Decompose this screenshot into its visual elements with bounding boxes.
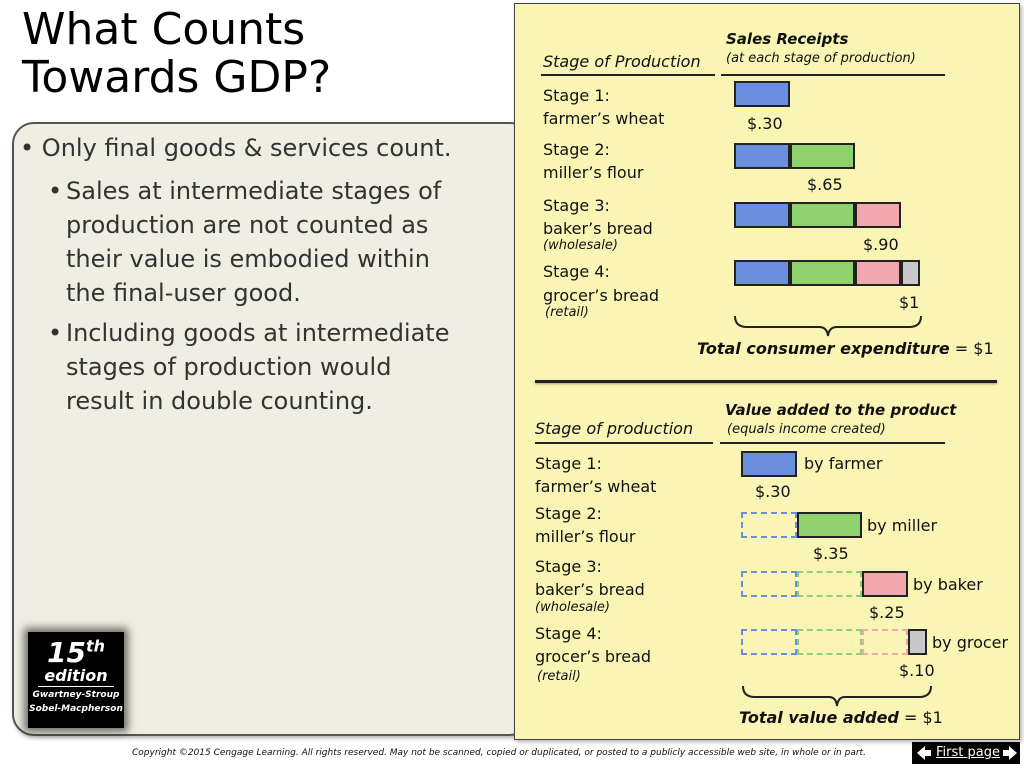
top-stage-1-line2: farmer’s wheat [543,109,665,128]
bullet-sub-1-line: the final-user good. [66,279,301,307]
title-line-1: What Counts [22,4,306,55]
top-bar-segment [790,260,855,286]
top-receipts-header: Sales Receipts [726,30,849,48]
top-stage-2-line2: miller’s flour [543,163,644,182]
top-value-2: $.65 [807,175,843,194]
top-stage-4-note: (retail) [545,305,589,320]
arrow-left-icon [917,746,931,760]
bottom-bar-added-segment [741,451,797,477]
first-page-label: First page [936,745,1000,760]
bottom-stage-3-line1: Stage 3: [535,557,602,576]
top-bar-segment [734,143,790,169]
page-title: What Counts Towards GDP? [22,6,502,102]
top-bar-segment [734,81,790,107]
bullet-main: • Only final goods & services count. [20,134,452,162]
bullet-sub-2-line: stages of production would [66,353,392,381]
top-stage-2-line1: Stage 2: [543,140,610,159]
bottom-stage-3-line2: baker’s bread [535,580,645,599]
top-bar-segment [855,260,901,286]
badge-divider [38,686,114,687]
bottom-stage-4-line1: Stage 4: [535,624,602,643]
bottom-stage-2-line1: Stage 2: [535,504,602,523]
edition-word: edition [44,666,108,685]
top-total-label: Total consumer expenditure [697,339,950,358]
badge-author-2: Sobel-Macpherson [29,704,123,714]
bullet-sub-1-line: their value is embodied within [66,245,430,273]
bottom-bar-prior-segment [862,629,908,655]
bullet-sub-2-line: Including goods at intermediate [66,319,450,347]
top-stage-4-line2: grocer’s bread [543,286,660,305]
chart-panel: Stage of Production Sales Receipts (at e… [514,3,1020,740]
copyright-notice: Copyright ©2015 Cengage Learning. All ri… [132,748,866,758]
edition-suffix: th [85,636,105,656]
top-receipts-sub: (at each stage of production) [726,51,916,66]
bottom-value-header: Value added to the product [725,401,957,419]
top-bar-segment [790,143,855,169]
bottom-bar-added-segment [908,629,927,655]
bottom-stage-4-line2: grocer’s bread [535,647,652,666]
bottom-value-sub: (equals income created) [727,422,886,437]
bottom-value-4: $.10 [899,661,935,680]
section-divider [535,380,997,383]
top-stage-3-note: (wholesale) [543,238,618,253]
top-value-1: $.30 [747,114,783,133]
bottom-by-1: by farmer [804,454,883,473]
arrow-right-icon [1003,746,1017,760]
bottom-value-1: $.30 [755,482,791,501]
top-bar-segment [855,202,901,228]
bullet-sub-2-line: result in double counting. [66,387,373,415]
bottom-bar-prior-segment [797,571,862,597]
bottom-stage-header: Stage of production [535,419,694,438]
bottom-total-label: Total value added [739,708,899,727]
top-stage-1-line1: Stage 1: [543,86,610,105]
title-line-2: Towards GDP? [22,52,332,103]
bottom-by-3: by baker [913,575,983,594]
top-stage-3-line2: baker’s bread [543,219,653,238]
top-stage-4-line1: Stage 4: [543,262,610,281]
bullet-main-text: Only final goods & services count. [41,134,452,162]
bottom-stage-3-note: (wholesale) [535,600,610,615]
top-stage-header: Stage of Production [543,52,701,71]
bottom-stage-1-line1: Stage 1: [535,454,602,473]
bullet-sub-1: • Sales at intermediate stages of produc… [48,174,516,310]
bullet-sub-1-line: Sales at intermediate stages of [66,177,442,205]
top-bar-segment [734,260,790,286]
top-bar-segment [901,260,920,286]
bottom-by-2: by miller [867,516,938,535]
bottom-total: Total value added = $1 [739,708,943,727]
bottom-bar-prior-segment [741,512,797,538]
bottom-total-brace [742,685,932,707]
bottom-stage-1-line2: farmer’s wheat [535,477,657,496]
bottom-bar-prior-segment [741,629,797,655]
first-page-button[interactable]: First page [912,742,1020,764]
bullet-sub-2: • Including goods at intermediate stages… [48,316,516,418]
top-total: Total consumer expenditure = $1 [697,339,994,358]
edition-badge: 15th edition Gwartney-Stroup Sobel-Macph… [28,632,124,728]
top-receipts-underline [721,74,945,76]
bottom-value-3: $.25 [869,603,905,622]
top-total-value: = $1 [954,339,994,358]
bottom-stage-2-line2: miller’s flour [535,527,636,546]
badge-author-1: Gwartney-Stroup [32,690,120,700]
bottom-bar-prior-segment [797,629,862,655]
bottom-stage-underline [535,442,713,444]
top-value-4: $1 [899,293,920,312]
top-stage-3-line1: Stage 3: [543,196,610,215]
bottom-bar-added-segment [862,571,908,597]
bottom-bar-added-segment [797,512,862,538]
top-bar-segment [734,202,790,228]
bottom-value-2: $.35 [813,544,849,563]
top-stage-underline [541,74,715,76]
top-value-3: $.90 [863,235,899,254]
bullet-sub-1-line: production are not counted as [66,211,429,239]
top-bar-segment [790,202,855,228]
edition-number-text: 15 [46,636,86,669]
bottom-stage-4-note: (retail) [537,669,581,684]
bottom-total-value: = $1 [903,708,943,727]
bottom-value-underline [720,442,945,444]
top-total-brace [734,315,922,337]
bottom-bar-prior-segment [741,571,797,597]
edition-number: 15th [28,636,124,669]
bottom-by-4: by grocer [932,633,1009,652]
